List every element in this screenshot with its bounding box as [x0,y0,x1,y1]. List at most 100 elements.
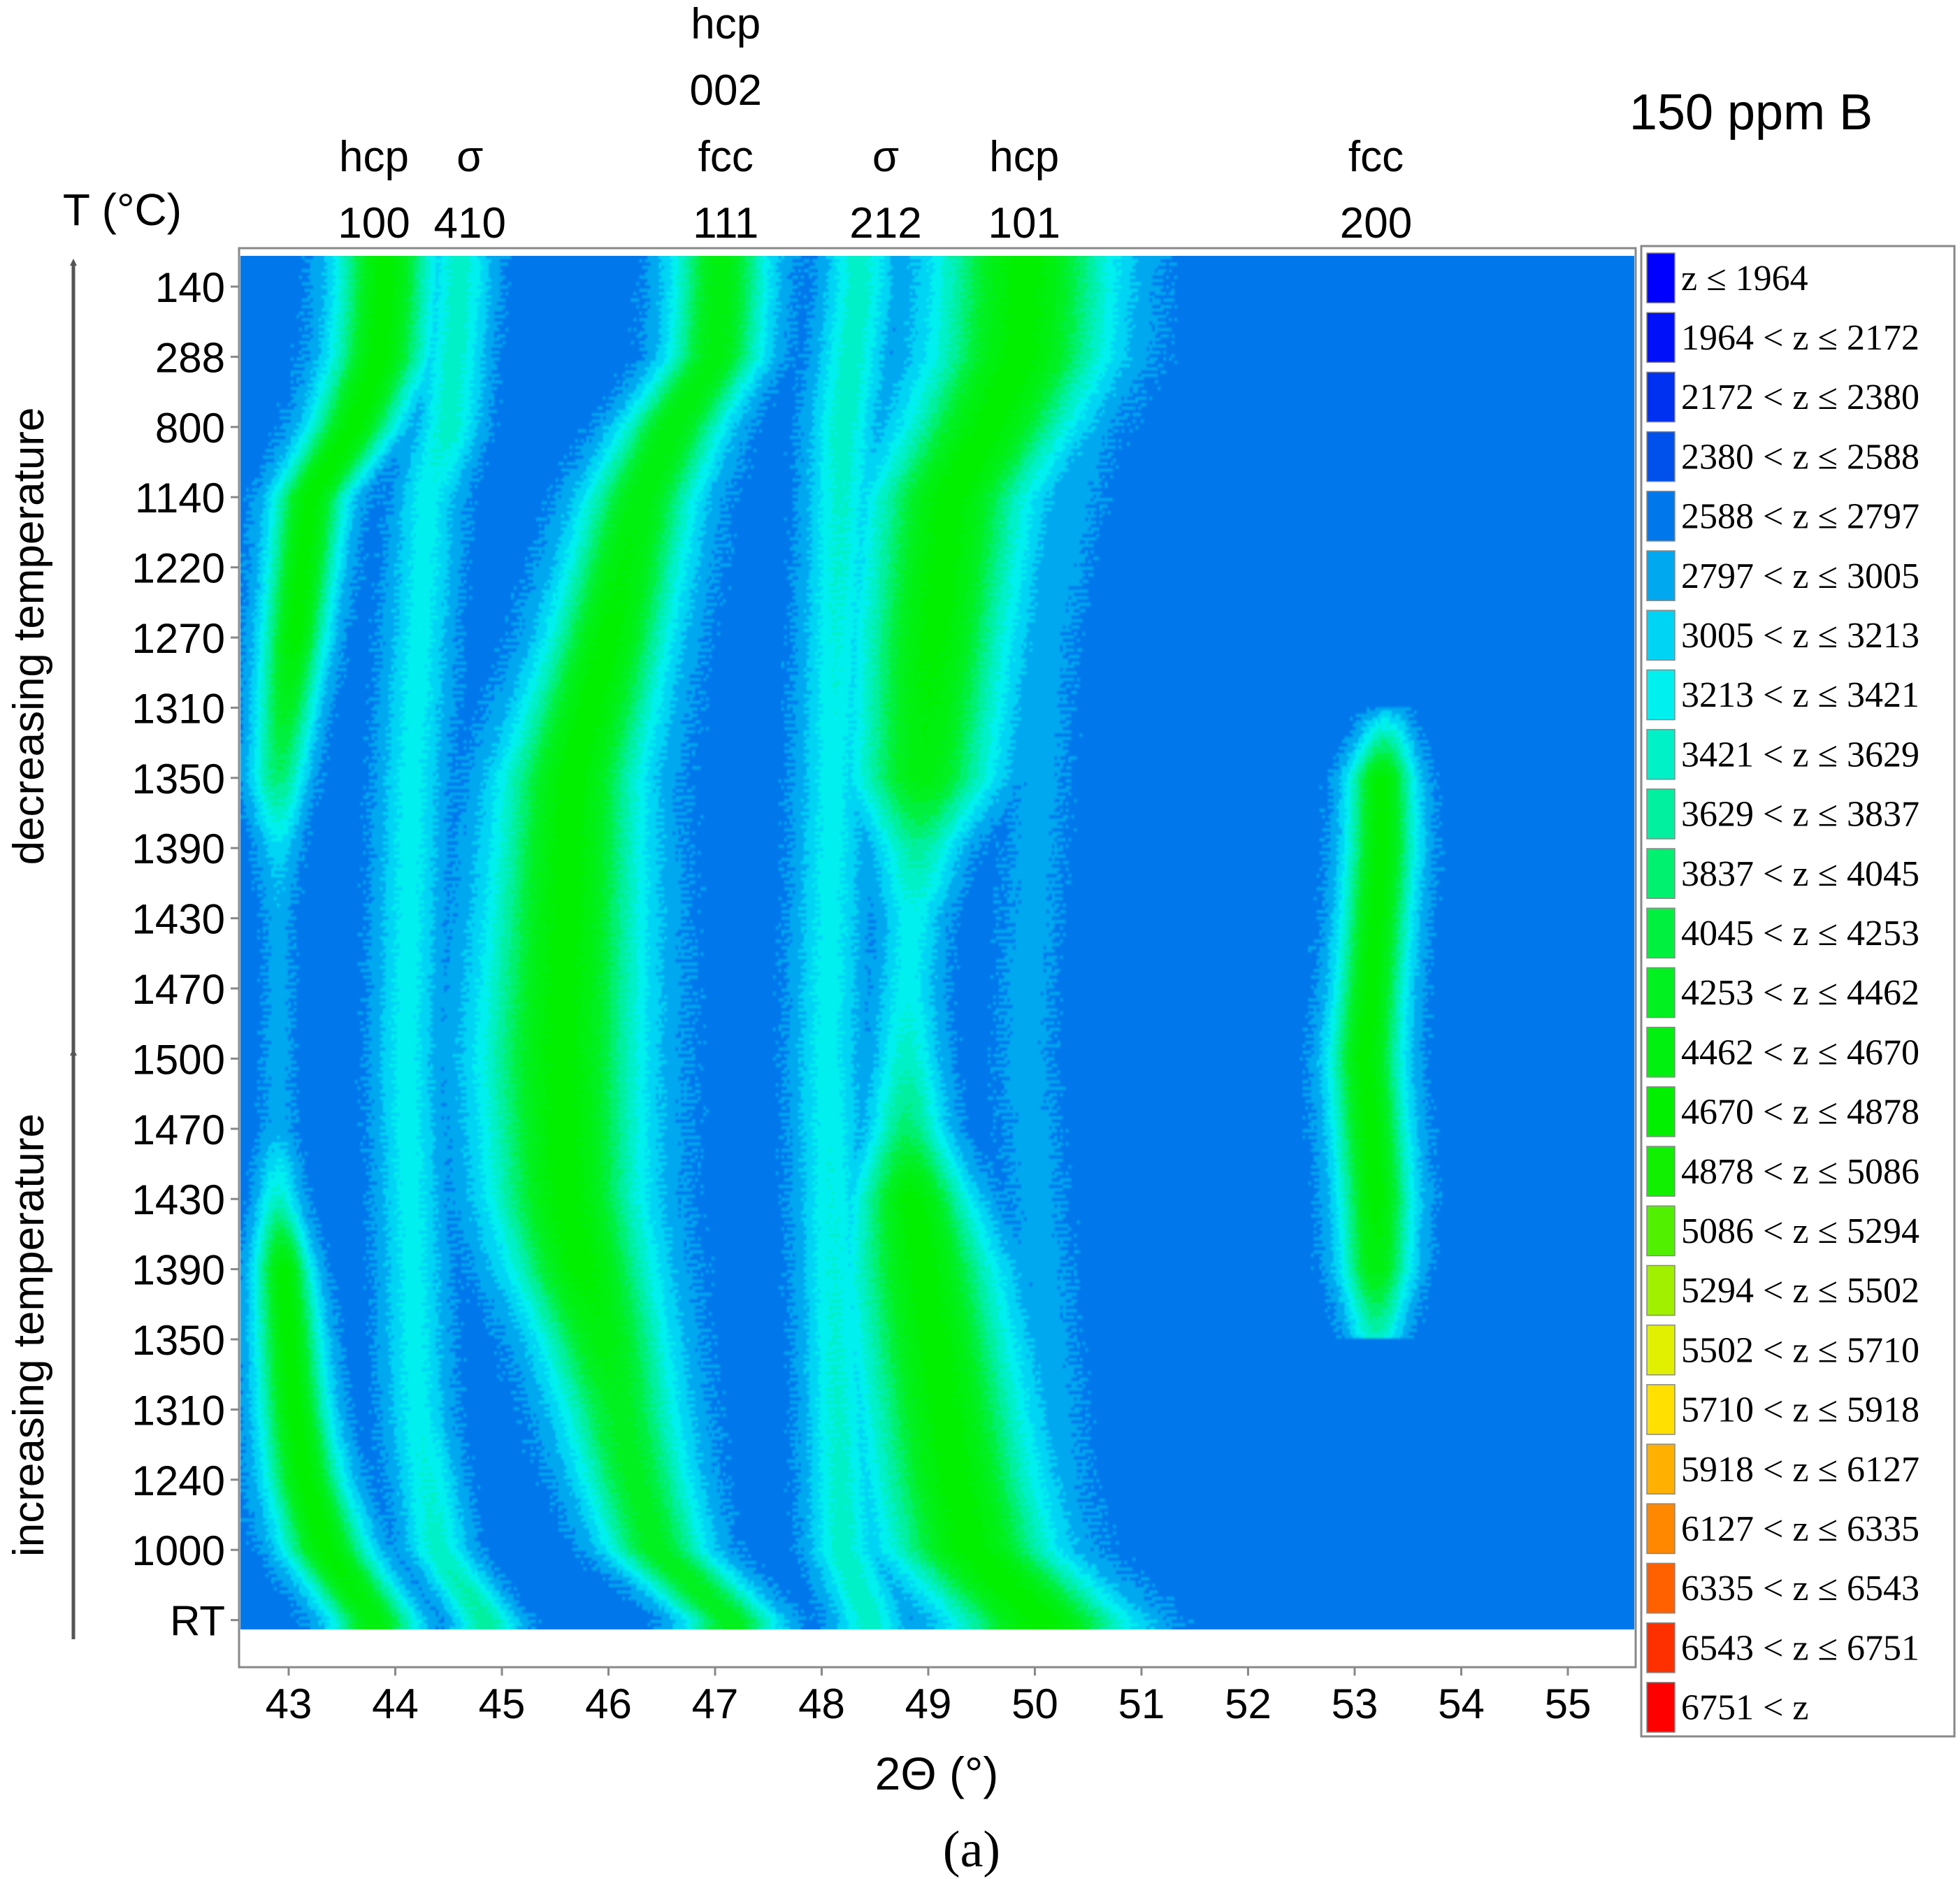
peak-label: 410 [434,199,506,247]
legend-label: 3421 < z ≤ 3629 [1681,735,1919,775]
peak-label: 212 [849,199,921,247]
y-tick-label: RT [170,1598,225,1645]
legend-frame [1640,245,1956,1738]
legend-label: 1964 < z ≤ 2172 [1681,318,1919,358]
legend-swatch [1646,848,1676,899]
legend-swatch [1646,967,1676,1018]
legend-swatch [1646,312,1676,363]
y-tick-label: 1470 [132,1107,225,1153]
heatmap-plot [238,247,1637,1669]
legend-swatch [1646,371,1676,423]
legend-swatch [1646,907,1676,959]
y-tick-label: 140 [155,264,225,311]
x-tick-label: 49 [905,1680,952,1727]
y-axis-ticks: 140 288 800 1140 1220 1270 1310 1350 1390 1430 147… [132,264,239,1645]
legend-label: 3005 < z ≤ 3213 [1681,616,1919,656]
legend-label: 6127 < z ≤ 6335 [1681,1509,1919,1549]
peak-label: hcp [691,0,761,48]
peak-label: hcp [989,133,1059,181]
peak-label: σ [872,133,899,181]
legend-label: 4045 < z ≤ 4253 [1681,914,1919,953]
legend: z ≤ 1964 1964 < z ≤ 2172 2172 < z ≤ 2380 23… [1640,245,1956,1738]
peak-labels: hcp 100 σ 410 hcp 002 fcc 111 σ 212 hcp 101 fcc 200 [338,0,1412,247]
x-tick-label: 44 [372,1680,419,1727]
x-tick-label: 43 [266,1680,312,1727]
legend-swatch [1646,669,1676,721]
legend-swatch [1646,1146,1676,1197]
y-tick-label: 800 [155,405,225,452]
peak-label: 111 [693,199,758,247]
legend-swatch [1646,728,1676,780]
x-tick-label: 53 [1332,1680,1378,1727]
y-tick-label: 1430 [132,896,225,943]
legend-swatch [1646,1622,1676,1673]
legend-swatch [1646,789,1676,840]
legend-swatch [1646,1265,1676,1316]
legend-label: 5918 < z ≤ 6127 [1681,1450,1919,1490]
legend-swatch [1646,1562,1676,1614]
x-tick-label: 52 [1225,1680,1271,1727]
panel-label: (a) [943,1821,1000,1878]
peak-label: hcp [339,133,409,181]
peak-label: σ [456,133,483,181]
x-tick-label: 54 [1438,1680,1485,1727]
x-axis-title: 2Θ (°) [875,1748,999,1799]
y-tick-label: 1390 [132,826,225,872]
legend-label: 2172 < z ≤ 2380 [1681,377,1919,417]
x-tick-label: 48 [798,1680,845,1727]
y-tick-label: 1220 [132,545,225,592]
chart-title: 150 ppm B [1629,85,1873,141]
y-tick-label: 1350 [132,756,225,802]
legend-label: 5086 < z ≤ 5294 [1681,1211,1919,1251]
peak-label: fcc [1348,133,1404,181]
y-tick-label: 288 [155,334,225,381]
x-tick-label: 47 [692,1680,739,1727]
legend-entries: z ≤ 1964 1964 < z ≤ 2172 2172 < z ≤ 2380 23… [1646,252,1919,1733]
y-tick-label: 1240 [132,1457,225,1504]
y-tick-label: 1310 [132,685,225,732]
x-tick-label: 46 [585,1680,632,1727]
legend-swatch [1646,610,1676,661]
legend-label: 2588 < z ≤ 2797 [1681,497,1919,537]
legend-label: 5710 < z ≤ 5918 [1681,1390,1919,1430]
legend-label: 4670 < z ≤ 4878 [1681,1093,1919,1132]
legend-swatch [1646,252,1676,303]
legend-label: 2380 < z ≤ 2588 [1681,437,1919,477]
legend-label: 4878 < z ≤ 5086 [1681,1152,1919,1192]
y-tick-label: 1310 [132,1387,225,1434]
x-tick-label: 45 [479,1680,526,1727]
legend-label: 6543 < z ≤ 6751 [1681,1628,1919,1668]
x-tick-label: 51 [1118,1680,1165,1727]
legend-swatch [1646,1503,1676,1555]
peak-label: 002 [690,66,762,115]
decreasing-temperature-label: decreasing temperature [5,408,53,865]
peak-label: 100 [338,199,410,247]
y-axis-title: T (°C) [63,185,182,235]
legend-label: z ≤ 1964 [1681,259,1808,298]
peak-label: 200 [1340,199,1412,247]
legend-swatch [1646,550,1676,601]
peak-label: fcc [698,133,754,181]
legend-swatch [1646,1682,1676,1733]
legend-label: 5502 < z ≤ 5710 [1681,1330,1919,1370]
legend-swatch [1646,1086,1676,1137]
x-axis-ticks: 43 44 45 46 47 48 49 50 51 52 53 54 55 [266,1667,1591,1727]
legend-swatch [1646,1324,1676,1376]
y-tick-label: 1500 [132,1036,225,1083]
legend-label: 3837 < z ≤ 4045 [1681,854,1919,894]
y-tick-label: 1430 [132,1176,225,1223]
y-tick-label: 1350 [132,1317,225,1364]
peak-label: 101 [988,199,1060,247]
legend-label: 3213 < z ≤ 3421 [1681,675,1919,715]
heatmap-image [240,256,1634,1629]
legend-label: 4462 < z ≤ 4670 [1681,1032,1919,1072]
legend-label: 6335 < z ≤ 6543 [1681,1569,1919,1608]
y-tick-label: 1000 [132,1527,225,1574]
legend-label: 6751 < z [1681,1688,1808,1728]
legend-swatch [1646,1205,1676,1257]
y-tick-label: 1470 [132,966,225,1013]
x-tick-label: 50 [1011,1680,1058,1727]
y-tick-label: 1390 [132,1247,225,1294]
legend-label: 5294 < z ≤ 5502 [1681,1271,1919,1311]
legend-swatch [1646,1444,1676,1495]
